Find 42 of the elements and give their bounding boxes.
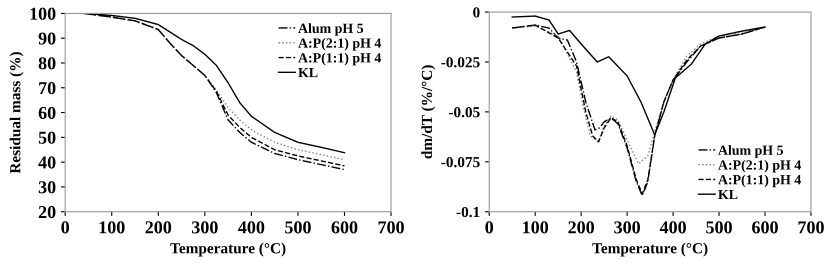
- x-tick-label: 200: [146, 221, 172, 234]
- y-tick-label: 60: [38, 106, 56, 119]
- y-tick-label: -0.075: [441, 156, 480, 168]
- y-tick-label: 50: [38, 132, 56, 144]
- y-tick-label: -0.1: [456, 206, 480, 218]
- y-tick-label: 80: [38, 57, 56, 70]
- legend-label: A:P(1:1) pH 4: [718, 174, 801, 188]
- x-tick-label: 300: [192, 221, 218, 234]
- y-tick-label: 30: [38, 181, 56, 194]
- x-tick-label: 300: [614, 221, 640, 234]
- y-tick-label: 100: [30, 8, 56, 20]
- x-tick-label: 500: [706, 221, 732, 234]
- x-tick-label: 100: [523, 221, 548, 234]
- x-tick-label: 0: [485, 221, 494, 234]
- legend-label: A:P(2:1) pH 4: [298, 38, 382, 51]
- y-tick-label: -0.025: [441, 57, 480, 68]
- legend-label: Alum pH 5: [298, 23, 364, 36]
- legend-label: KL: [718, 190, 738, 200]
- x-tick-label: 200: [568, 221, 594, 234]
- x-tick-label: 700: [378, 221, 404, 234]
- y-axis-title: dm/dT (%/°C): [421, 65, 436, 159]
- y-tick-label: 90: [38, 32, 56, 45]
- y-tick-label: 70: [39, 82, 56, 94]
- legend-label: A:P(1:1) pH 4: [298, 52, 382, 66]
- x-tick-label: 400: [238, 221, 264, 234]
- x-tick-label: 600: [332, 221, 358, 234]
- x-tick-label: 600: [752, 221, 778, 234]
- x-axis-title: Temperature (°C): [592, 242, 708, 257]
- y-tick-label: 20: [38, 206, 56, 218]
- x-tick-label: 400: [660, 221, 686, 234]
- x-tick-label: 500: [285, 221, 311, 234]
- y-tick-label: 40: [38, 156, 56, 169]
- legend-label: KL: [298, 68, 318, 78]
- y-axis-title: Residual mass (%): [10, 52, 24, 174]
- x-tick-label: 0: [61, 221, 69, 234]
- legend-label: Alum pH 5: [718, 145, 784, 158]
- legend-label: A:P(2:1) pH 4: [718, 160, 801, 172]
- y-tick-label: 0: [473, 7, 480, 18]
- x-axis-title: Temperature (°C): [170, 242, 286, 257]
- x-tick-label: 700: [798, 221, 824, 234]
- x-tick-label: 100: [100, 221, 125, 234]
- y-tick-label: -0.05: [448, 107, 480, 118]
